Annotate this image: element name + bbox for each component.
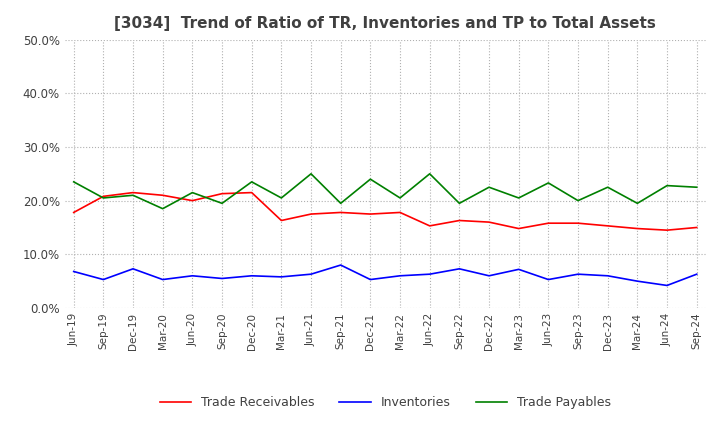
Title: [3034]  Trend of Ratio of TR, Inventories and TP to Total Assets: [3034] Trend of Ratio of TR, Inventories…	[114, 16, 656, 32]
Line: Trade Receivables: Trade Receivables	[73, 193, 697, 230]
Trade Payables	[544, 180, 553, 186]
Trade Payables	[336, 201, 345, 206]
Trade Receivables	[69, 210, 78, 215]
Inventories	[69, 269, 78, 274]
Inventories	[544, 277, 553, 282]
Inventories	[188, 273, 197, 279]
Trade Payables	[158, 206, 167, 211]
Trade Receivables	[485, 220, 493, 225]
Trade Payables	[485, 185, 493, 190]
Legend: Trade Receivables, Inventories, Trade Payables: Trade Receivables, Inventories, Trade Pa…	[155, 392, 616, 414]
Trade Payables	[633, 201, 642, 206]
Trade Receivables	[248, 190, 256, 195]
Inventories	[158, 277, 167, 282]
Inventories	[514, 267, 523, 272]
Trade Receivables	[217, 191, 226, 196]
Trade Receivables	[633, 226, 642, 231]
Trade Receivables	[188, 198, 197, 203]
Trade Payables	[426, 171, 434, 176]
Trade Receivables	[366, 211, 374, 216]
Trade Receivables	[99, 194, 108, 199]
Trade Receivables	[574, 220, 582, 226]
Line: Inventories: Inventories	[73, 265, 697, 286]
Trade Payables	[603, 185, 612, 190]
Inventories	[217, 276, 226, 281]
Trade Payables	[574, 198, 582, 203]
Trade Receivables	[693, 225, 701, 230]
Trade Payables	[366, 176, 374, 182]
Trade Receivables	[336, 210, 345, 215]
Trade Receivables	[426, 223, 434, 228]
Inventories	[603, 273, 612, 279]
Inventories	[455, 266, 464, 271]
Inventories	[574, 271, 582, 277]
Inventories	[662, 283, 671, 288]
Trade Payables	[455, 201, 464, 206]
Trade Payables	[277, 195, 286, 201]
Inventories	[336, 262, 345, 268]
Trade Receivables	[158, 193, 167, 198]
Inventories	[277, 274, 286, 279]
Trade Payables	[248, 179, 256, 184]
Trade Payables	[69, 179, 78, 184]
Trade Receivables	[662, 227, 671, 233]
Trade Receivables	[544, 220, 553, 226]
Trade Receivables	[455, 218, 464, 223]
Trade Payables	[99, 195, 108, 201]
Trade Payables	[662, 183, 671, 188]
Trade Receivables	[514, 226, 523, 231]
Inventories	[485, 273, 493, 279]
Trade Receivables	[307, 211, 315, 216]
Inventories	[633, 279, 642, 284]
Inventories	[129, 266, 138, 271]
Trade Payables	[396, 195, 405, 201]
Line: Trade Payables: Trade Payables	[73, 174, 697, 209]
Trade Payables	[514, 195, 523, 201]
Inventories	[693, 271, 701, 277]
Trade Payables	[693, 185, 701, 190]
Inventories	[248, 273, 256, 279]
Trade Payables	[188, 190, 197, 195]
Trade Receivables	[129, 190, 138, 195]
Inventories	[366, 277, 374, 282]
Inventories	[307, 271, 315, 277]
Trade Payables	[307, 171, 315, 176]
Trade Payables	[217, 201, 226, 206]
Inventories	[99, 277, 108, 282]
Trade Payables	[129, 193, 138, 198]
Trade Receivables	[396, 210, 405, 215]
Inventories	[426, 271, 434, 277]
Trade Receivables	[603, 223, 612, 228]
Trade Receivables	[277, 218, 286, 223]
Inventories	[396, 273, 405, 279]
